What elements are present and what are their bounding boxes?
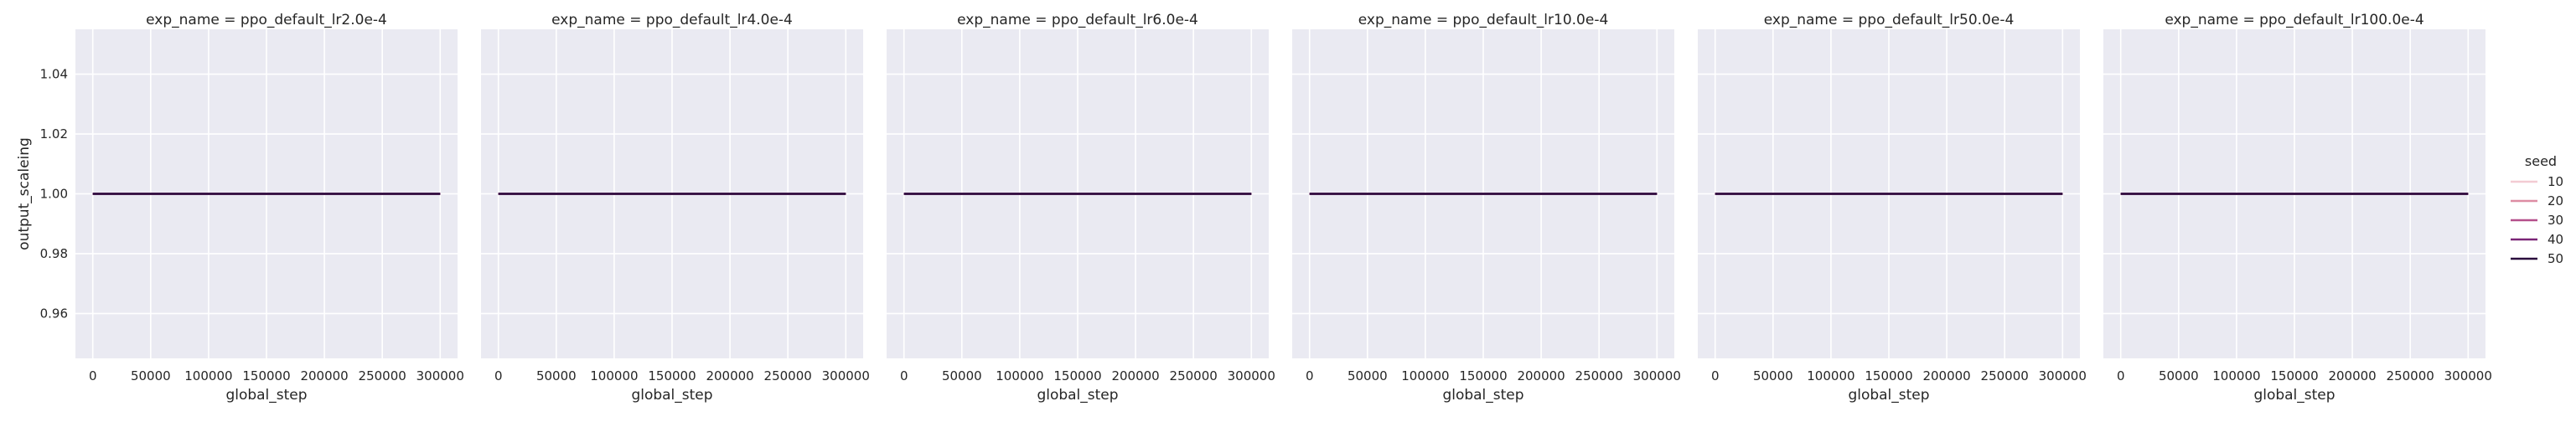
legend-label-40: 40 [2548,232,2563,247]
x-tick-label: 300000 [1228,368,1275,383]
x-tick-label: 200000 [1111,368,1159,383]
y-axis-label: output_scaleing [16,137,33,250]
x-tick-label: 200000 [1517,368,1565,383]
legend-label-10: 10 [2548,174,2563,189]
facet-title: exp_name = ppo_default_lr10.0e-4 [1358,12,1609,28]
x-tick-label: 0 [1711,368,1720,383]
x-tick-label: 100000 [996,368,1043,383]
x-tick-label: 50000 [1753,368,1793,383]
x-tick-label: 0 [2117,368,2125,383]
x-tick-label: 50000 [131,368,171,383]
legend-label-30: 30 [2548,213,2563,228]
x-tick-label: 50000 [942,368,982,383]
facet-panel-3: exp_name = ppo_default_lr6.0e-4 0 50000 100… [887,12,1275,404]
x-tick-label: 300000 [2444,368,2492,383]
y-tick-label: 1.00 [40,187,68,202]
facet-title: exp_name = ppo_default_lr4.0e-4 [551,12,793,28]
x-tick-label: 150000 [1459,368,1507,383]
x-axis-label: global_step [2253,387,2335,404]
x-tick-label: 100000 [1807,368,1854,383]
x-axis-label: global_step [225,387,307,404]
x-axis-label: global_step [1037,387,1118,404]
x-tick-label: 100000 [590,368,638,383]
facet-title: exp_name = ppo_default_lr6.0e-4 [957,12,1198,28]
x-tick-label: 200000 [2328,368,2376,383]
x-tick-label: 50000 [2159,368,2199,383]
x-tick-label: 0 [900,368,908,383]
x-tick-label: 150000 [242,368,290,383]
facet-title: exp_name = ppo_default_lr100.0e-4 [2165,12,2423,28]
y-tick-label: 1.04 [40,67,68,82]
y-tick-label: 0.96 [40,306,68,321]
x-tick-label: 200000 [300,368,348,383]
facet-title: exp_name = ppo_default_lr2.0e-4 [146,12,387,28]
x-tick-label: 250000 [359,368,406,383]
x-tick-label: 250000 [1170,368,1218,383]
x-tick-label: 100000 [2212,368,2260,383]
x-tick-label: 150000 [1865,368,1912,383]
x-tick-label: 300000 [822,368,870,383]
x-tick-label: 250000 [2387,368,2434,383]
legend: seed 10 20 30 40 50 [2511,153,2563,266]
x-tick-label: 0 [1306,368,1314,383]
x-tick-label: 150000 [648,368,696,383]
x-tick-label: 200000 [706,368,753,383]
x-tick-label: 300000 [416,368,464,383]
y-tick-label: 1.02 [40,126,68,142]
x-tick-label: 200000 [1922,368,1970,383]
legend-title: seed [2525,153,2557,169]
facet-panel-2: exp_name = ppo_default_lr4.0e-4 0 50000 100… [481,12,870,404]
x-tick-label: 150000 [2270,368,2318,383]
x-tick-label: 150000 [1053,368,1101,383]
facet-panel-1: exp_name = ppo_default_lr2.0e-4 0 50000 100… [75,12,464,404]
facet-panel-6: exp_name = ppo_default_lr100.0e-4 0 50000 1… [2103,12,2492,404]
facet-title: exp_name = ppo_default_lr50.0e-4 [1764,12,2015,28]
legend-label-20: 20 [2548,193,2563,208]
x-tick-label: 100000 [1401,368,1449,383]
x-axis-label: global_step [1848,387,1929,404]
facet-panel-4: exp_name = ppo_default_lr10.0e-4 0 50000 10… [1292,12,1681,404]
x-tick-label: 0 [89,368,97,383]
facet-panel-5: exp_name = ppo_default_lr50.0e-4 0 50000 10… [1698,12,2087,404]
y-tick-label: 0.98 [40,246,68,261]
x-tick-label: 50000 [536,368,577,383]
x-tick-label: 250000 [1575,368,1623,383]
x-tick-label: 300000 [2039,368,2087,383]
x-tick-label: 0 [494,368,503,383]
x-tick-label: 100000 [184,368,232,383]
legend-label-50: 50 [2548,251,2563,266]
x-axis-label: global_step [1442,387,1523,404]
x-tick-label: 50000 [1347,368,1388,383]
x-tick-label: 250000 [1981,368,2029,383]
x-axis-label: global_step [631,387,712,404]
x-tick-label: 250000 [764,368,812,383]
x-tick-label: 300000 [1633,368,1681,383]
